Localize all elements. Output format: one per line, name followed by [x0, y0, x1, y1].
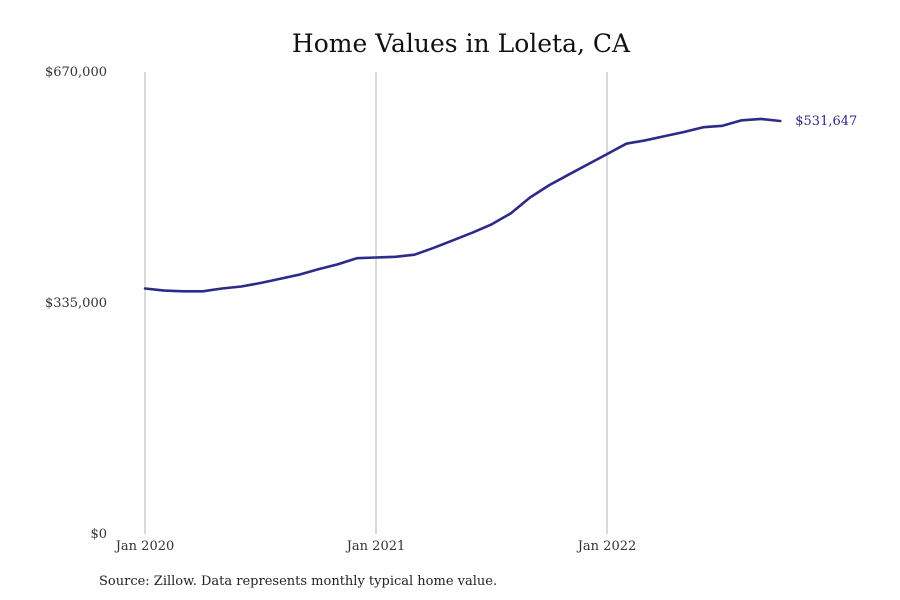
y-tick-label-0: $0 — [90, 527, 107, 542]
x-axis-ticks: Jan 2020 Jan 2021 Jan 2022 — [114, 539, 637, 554]
x-tick-label-1: Jan 2021 — [345, 539, 406, 554]
x-tick-label-2: Jan 2022 — [576, 539, 637, 554]
series-line-0 — [143, 117, 782, 293]
chart-title: Home Values in Loleta, CA — [292, 29, 631, 58]
y-tick-label-2: $670,000 — [45, 65, 107, 80]
end-value-label: $531,647 — [795, 114, 857, 129]
y-axis-ticks: $0 $335,000 $670,000 — [45, 65, 107, 542]
y-tick-label-1: $335,000 — [45, 296, 107, 311]
series-layer: $531,647 — [143, 114, 857, 293]
source-note: Source: Zillow. Data represents monthly … — [99, 574, 497, 589]
x-tick-label-0: Jan 2020 — [114, 539, 175, 554]
grid-lines — [144, 72, 608, 534]
